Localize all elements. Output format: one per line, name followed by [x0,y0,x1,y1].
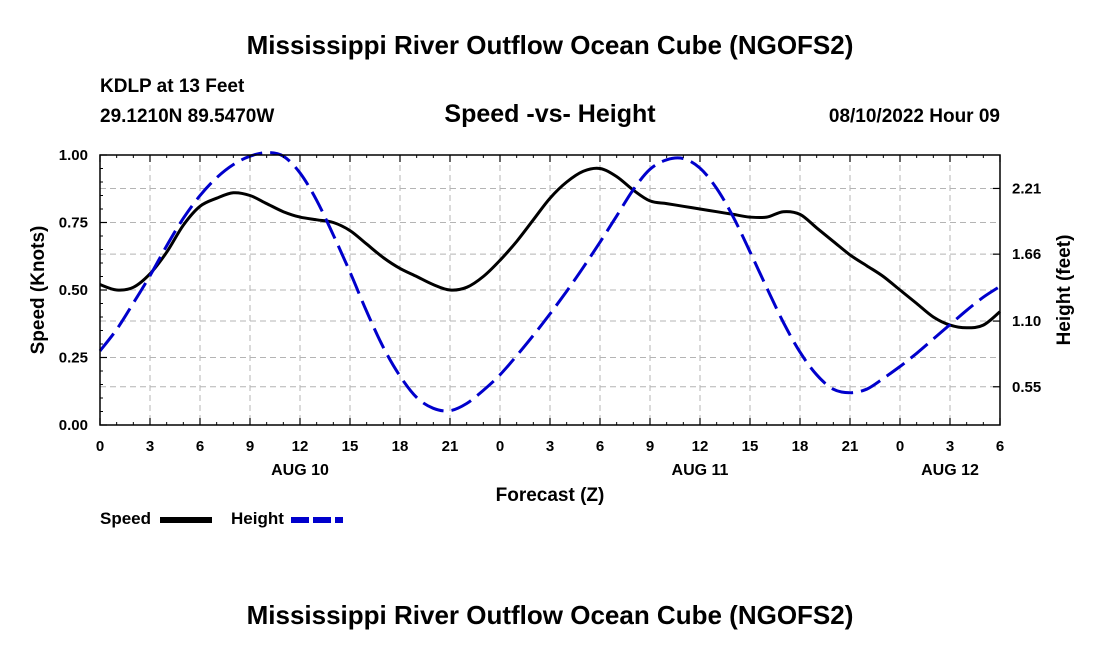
x-tick-label: 9 [246,438,254,455]
x-tick-label: 21 [442,438,459,455]
x-tick-label: 6 [996,438,1004,455]
y2-tick-label: 1.10 [1012,313,1041,330]
series-layer [98,151,1001,413]
legend: Speed [100,509,151,529]
chart-subtitle: Speed -vs- Height [444,100,656,128]
footer-title: Mississippi River Outflow Ocean Cube (NG… [246,600,854,630]
x-tick-label: 0 [496,438,504,455]
speed-height-chart: 0 3 6 9 12 15 18 21 0 3 6 9 12 15 18 21 0 3 6 0.00 0.25 0.50 0… [28,147,1075,506]
x-tick-label: 12 [692,438,709,455]
legend-speed-swatch [160,517,212,523]
x-tick-label: 3 [146,438,154,455]
x-tick-label: 3 [546,438,554,455]
y2-tick-label: 1.66 [1012,246,1041,263]
legend-height: Height [231,509,284,529]
legend-speed-label: Speed [100,509,152,528]
y-tick-label: 0.25 [59,350,88,367]
y2-tick-label: 0.55 [1012,379,1041,396]
legend-height-swatch [291,517,343,523]
x-tick-label: 21 [842,438,859,455]
speed-series-line [99,166,1001,330]
x-tick-label: 3 [946,438,954,455]
x-tick-label: 18 [392,438,409,455]
station-label: KDLP at 13 Feet [100,76,245,97]
x-tick-label: 15 [742,438,759,455]
axes: 0 3 6 9 12 15 18 21 0 3 6 9 12 15 18 21 0 3 6 0.00 0.25 0.50 0… [28,147,1075,506]
chart-title: Mississippi River Outflow Ocean Cube (NG… [246,30,854,60]
x-date-label: AUG 10 [271,462,329,479]
y-axis-title: Speed (Knots) [28,226,49,355]
x-axis-title: Forecast (Z) [496,485,605,506]
y-tick-label: 1.00 [59,147,88,164]
x-tick-label: 0 [896,438,904,455]
forecast-datetime: 08/10/2022 Hour 09 [828,106,1000,127]
y2-axis-title: Height (feet) [1054,235,1075,346]
coordinates-label: 29.1210N 89.5470W [100,106,275,127]
y-tick-label: 0.00 [59,417,88,434]
grid [100,155,1000,425]
x-tick-label: 18 [792,438,809,455]
legend-height-label: Height [231,509,284,528]
x-tick-label: 6 [596,438,604,455]
x-tick-label: 12 [292,438,309,455]
x-tick-label: 15 [342,438,359,455]
x-date-label: AUG 12 [921,462,979,479]
x-tick-label: 9 [646,438,654,455]
y-tick-label: 0.50 [59,282,88,299]
y2-tick-label: 2.21 [1012,180,1041,197]
x-tick-label: 6 [196,438,204,455]
x-tick-label: 0 [96,438,104,455]
x-date-label: AUG 11 [672,462,729,479]
y-tick-label: 0.75 [59,215,88,232]
